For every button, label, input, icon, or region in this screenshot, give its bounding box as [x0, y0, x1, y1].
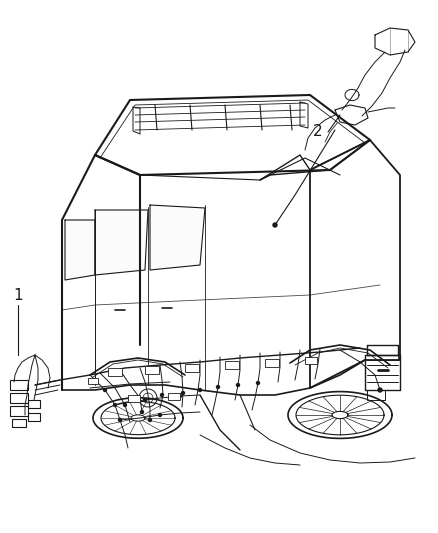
Circle shape	[237, 384, 240, 386]
Circle shape	[144, 399, 146, 401]
Circle shape	[159, 414, 162, 416]
Circle shape	[103, 389, 106, 392]
Circle shape	[160, 393, 163, 397]
Bar	[168, 393, 180, 400]
Circle shape	[124, 403, 127, 407]
Polygon shape	[150, 205, 205, 270]
Bar	[265, 359, 279, 367]
Polygon shape	[95, 210, 148, 275]
Bar	[108, 368, 122, 376]
Circle shape	[257, 382, 259, 384]
Text: 2: 2	[313, 125, 323, 140]
Circle shape	[119, 418, 121, 422]
Text: 1: 1	[13, 287, 23, 303]
Circle shape	[198, 389, 201, 392]
Bar	[12, 419, 26, 427]
Circle shape	[273, 223, 277, 227]
Bar	[10, 406, 28, 416]
Bar	[305, 357, 317, 364]
Circle shape	[181, 392, 184, 394]
Bar	[185, 364, 199, 372]
Circle shape	[179, 394, 181, 398]
Bar	[28, 400, 40, 408]
Bar	[88, 378, 98, 384]
Bar	[28, 413, 40, 421]
Bar	[10, 380, 28, 390]
Circle shape	[148, 418, 152, 422]
Bar	[225, 361, 239, 369]
Circle shape	[113, 403, 117, 407]
Circle shape	[141, 410, 144, 414]
Circle shape	[378, 388, 382, 392]
Bar	[10, 393, 28, 403]
Bar	[145, 366, 159, 374]
Circle shape	[216, 385, 219, 389]
Polygon shape	[65, 220, 95, 280]
Bar	[128, 395, 140, 402]
